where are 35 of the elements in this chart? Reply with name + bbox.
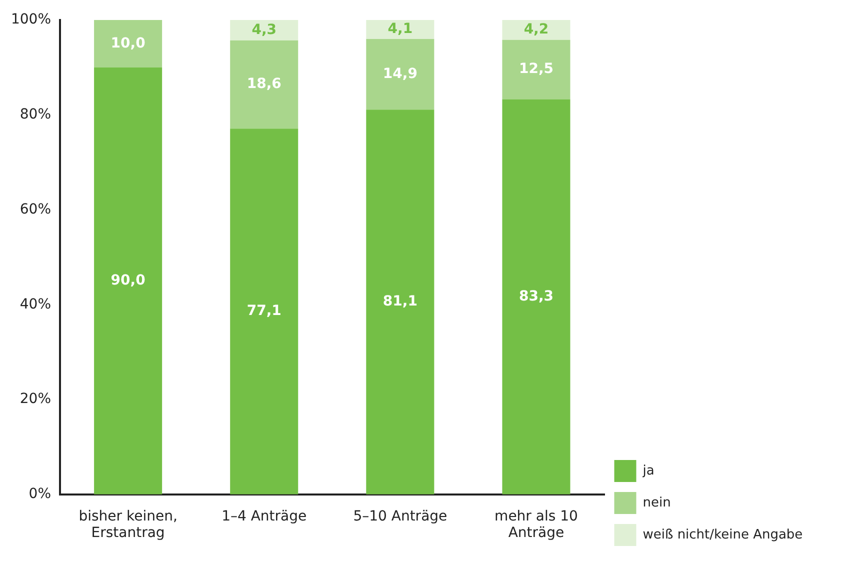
data-label: 90,0 [110,272,146,289]
bar [366,38,434,110]
y-tick-label: 0% [28,486,52,502]
y-tick-label: 80% [20,106,52,123]
bar [230,40,298,129]
data-label: 4,2 [524,22,549,38]
y-tick-label: 60% [20,201,52,218]
bar [366,20,434,39]
data-label: 4,1 [388,20,413,37]
bar [502,20,570,40]
x-tick-label: bisher keinen, Erstantrag [78,508,178,542]
y-tick-label: 40% [20,296,52,312]
x-tick-label: mehr als 10 Anträge [494,508,578,542]
bar [230,20,298,40]
x-tick-label: 5–10 Anträge [353,508,448,524]
bar [94,67,162,494]
y-tick-label: 100% [10,12,52,28]
bar [94,20,162,68]
legend-label: ja [642,463,654,478]
bar [502,99,570,494]
bar [230,128,298,494]
data-label: 77,1 [246,303,282,320]
data-label: 10,0 [110,35,146,52]
data-label: 81,1 [382,294,418,310]
legend-label: nein [642,495,671,510]
legend-label: weiß nicht/keine Angabe [642,527,803,542]
x-tick-label: 1–4 Anträge [222,508,307,524]
data-label: 18,6 [246,76,282,92]
data-label: 14,9 [382,66,418,82]
data-label: 12,5 [518,61,554,78]
y-tick-label: 20% [20,391,52,408]
bar [366,110,434,494]
bar [502,40,570,100]
data-label: 83,3 [518,288,554,304]
data-label: 4,3 [252,22,277,38]
